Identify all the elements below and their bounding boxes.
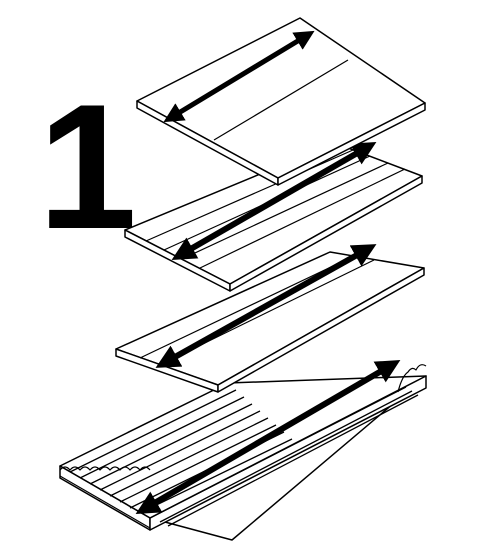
board-second-direction-arrow [171,142,377,260]
corrugation-profile [59,466,151,529]
board-top-direction-arrow [163,30,315,123]
board-third-direction-arrow [155,244,377,368]
base-direction-arrow [135,359,401,515]
step-number: 1 [38,67,137,266]
